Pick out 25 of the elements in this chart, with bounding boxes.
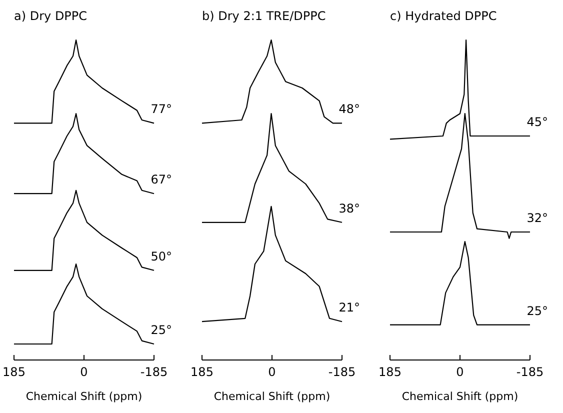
series-label: 32° xyxy=(526,211,548,225)
series-label: 38° xyxy=(338,201,360,216)
chart-title: a) Dry DPPC xyxy=(14,9,88,23)
x-tick-label: -185 xyxy=(140,365,168,379)
series-label: 67° xyxy=(150,172,172,187)
series-label: 25° xyxy=(526,304,548,318)
series-label: 21° xyxy=(338,300,360,315)
x-tick-label: 0 xyxy=(456,365,464,379)
chart-title: b) Dry 2:1 TRE/DPPC xyxy=(202,9,326,23)
chart-title: c) Hydrated DPPC xyxy=(390,9,497,23)
x-tick-label: 185 xyxy=(2,365,26,379)
series-label: 50° xyxy=(150,249,172,264)
x-tick-label: 0 xyxy=(268,365,276,379)
series-label: 77° xyxy=(150,102,172,116)
x-tick-label: -185 xyxy=(328,365,356,379)
series-label: 45° xyxy=(526,115,548,129)
x-tick-label: 0 xyxy=(80,365,88,379)
x-axis-title: Chemical Shift (ppm) xyxy=(26,390,142,403)
series-label: 48° xyxy=(338,102,360,116)
x-tick-label: 185 xyxy=(190,365,214,379)
x-tick-label: -185 xyxy=(516,365,544,379)
x-tick-label: 185 xyxy=(378,365,402,379)
series-label: 25° xyxy=(150,323,172,337)
x-axis-title: Chemical Shift (ppm) xyxy=(402,390,518,403)
x-axis-title: Chemical Shift (ppm) xyxy=(214,390,330,403)
